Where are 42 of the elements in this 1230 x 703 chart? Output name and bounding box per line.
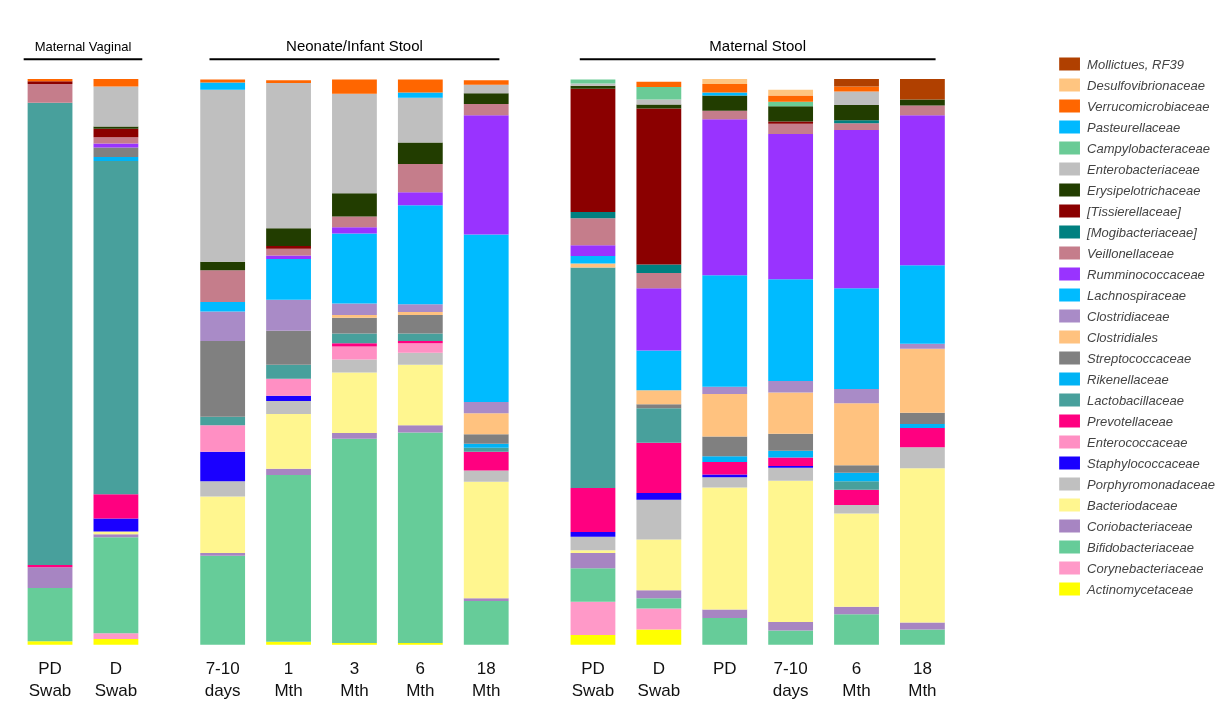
x-tick-label: 18 Mth [908, 658, 937, 701]
legend-label: Campylobacteraceae [1087, 139, 1210, 156]
x-tick-label: 6 Mth [842, 658, 871, 701]
legend-label: Staphylococcaceae [1087, 454, 1200, 471]
x-tick-label: 1 Mth [274, 658, 303, 701]
legend-label: Desulfovibrionaceae [1087, 76, 1205, 93]
legend-label: Clostridiales [1087, 328, 1158, 345]
x-tick-label: PD [712, 658, 737, 678]
legend-label: [Mogibacteriaceae] [1087, 223, 1197, 240]
legend-label: Veillonellaceae [1087, 244, 1175, 261]
legend-label: Lactobacillaceae [1087, 391, 1184, 408]
legend-label: Bifidobacteriaceae [1087, 538, 1195, 555]
x-tick-label: 6 Mth [406, 658, 435, 701]
x-tick-label: PD Swab [571, 658, 615, 701]
x-tick-label: 7-10 days [772, 658, 809, 701]
legend-label: Streptococcaceae [1087, 349, 1192, 366]
legend-label: Rikenellaceae [1087, 370, 1169, 387]
legend-label: Actinomycetaceae [1087, 580, 1194, 597]
x-tick-label: 7-10 days [204, 658, 241, 701]
x-tick-label: D Swab [94, 658, 138, 701]
legend-label: Prevotellaceae [1087, 412, 1174, 429]
legend-label: Coriobacteriaceae [1087, 517, 1193, 534]
legend-label: [Tissierellaceae] [1087, 202, 1181, 219]
legend-label: Enterobacteriaceae [1087, 160, 1200, 177]
legend-label: Rumminococcaceae [1087, 265, 1205, 282]
x-tick-label: 3 Mth [340, 658, 369, 701]
legend-label: Porphyromonadaceae [1087, 475, 1215, 492]
legend-label: Mollictues, RF39 [1087, 55, 1184, 72]
legend-label: Pasteurellaceae [1087, 118, 1181, 135]
legend-label: Enterococcaceae [1087, 433, 1188, 450]
legend-label: Bacteriodaceae [1087, 496, 1178, 513]
legend-label: Clostridiaceae [1087, 307, 1170, 324]
x-tick-label: D Swab [637, 658, 681, 701]
legend-label: Lachnospiraceae [1087, 286, 1187, 303]
x-tick-label: PD Swab [28, 658, 72, 701]
text: Maternal Vaginal [34, 38, 132, 54]
legend-label: Verrucomicrobiaceae [1087, 97, 1210, 114]
text: Neonate/Infant Stool [286, 36, 423, 54]
text: Maternal Stool [709, 36, 807, 54]
legend-label: Erysipelotrichaceae [1087, 181, 1201, 198]
x-tick-label: 18 Mth [472, 658, 501, 701]
legend-label: Corynebacteriaceae [1087, 559, 1204, 576]
